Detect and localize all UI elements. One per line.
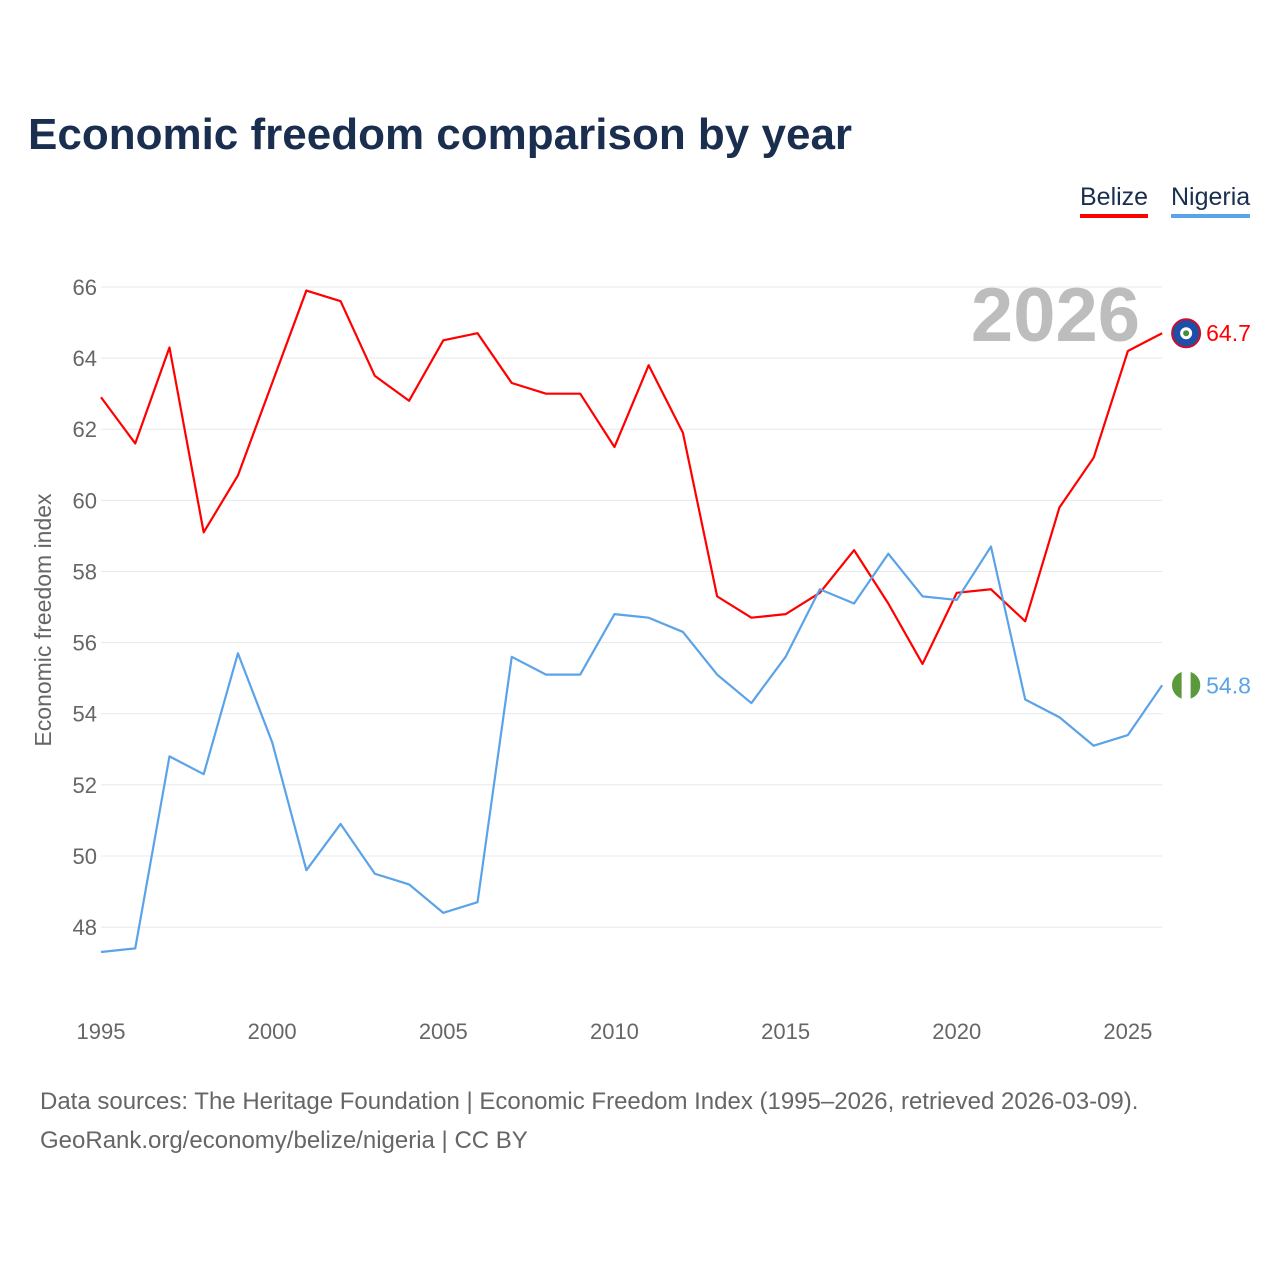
y-tick-label: 48 bbox=[73, 915, 97, 940]
y-tick-label: 60 bbox=[73, 488, 97, 513]
series-line-belize bbox=[100, 289, 1163, 666]
y-tick-label: 50 bbox=[73, 844, 97, 869]
y-tick-label: 58 bbox=[73, 559, 97, 584]
legend-belize[interactable]: Belize bbox=[1080, 183, 1149, 218]
y-tick-label: 62 bbox=[73, 417, 97, 442]
series-line-nigeria bbox=[100, 545, 1164, 954]
source-note: Data sources: The Heritage Foundation | … bbox=[40, 1088, 1139, 1115]
y-tick-label: 66 bbox=[73, 275, 97, 300]
belize-flag-emblem-center bbox=[1183, 330, 1190, 337]
nigeria-flag-left-band bbox=[1172, 671, 1182, 699]
x-tick-label: 2015 bbox=[761, 1019, 810, 1044]
source-url: GeoRank.org/economy/belize/nigeria | CC … bbox=[40, 1127, 528, 1154]
x-tick-label: 2025 bbox=[1103, 1019, 1152, 1044]
x-tick-label: 2000 bbox=[248, 1019, 297, 1044]
x-tick-label: 1995 bbox=[77, 1019, 126, 1044]
x-tick-label: 2010 bbox=[590, 1019, 639, 1044]
y-tick-label: 64 bbox=[73, 346, 97, 371]
y-tick-label: 56 bbox=[73, 631, 97, 656]
end-value-label-belize: 64.7 bbox=[1206, 320, 1251, 346]
end-value-label-nigeria: 54.8 bbox=[1206, 672, 1251, 698]
x-tick-label: 2005 bbox=[419, 1019, 468, 1044]
y-tick-label: 52 bbox=[73, 773, 97, 798]
legend-nigeria[interactable]: Nigeria bbox=[1171, 183, 1251, 218]
nigeria-flag-right-band bbox=[1190, 671, 1201, 699]
y-tick-label: 54 bbox=[73, 702, 97, 727]
y-axis-label: Economic freedom index bbox=[30, 493, 56, 747]
x-tick-label: 2020 bbox=[932, 1019, 981, 1044]
chart-title: Economic freedom comparison by year bbox=[28, 110, 853, 159]
year-watermark: 2026 bbox=[971, 273, 1140, 358]
